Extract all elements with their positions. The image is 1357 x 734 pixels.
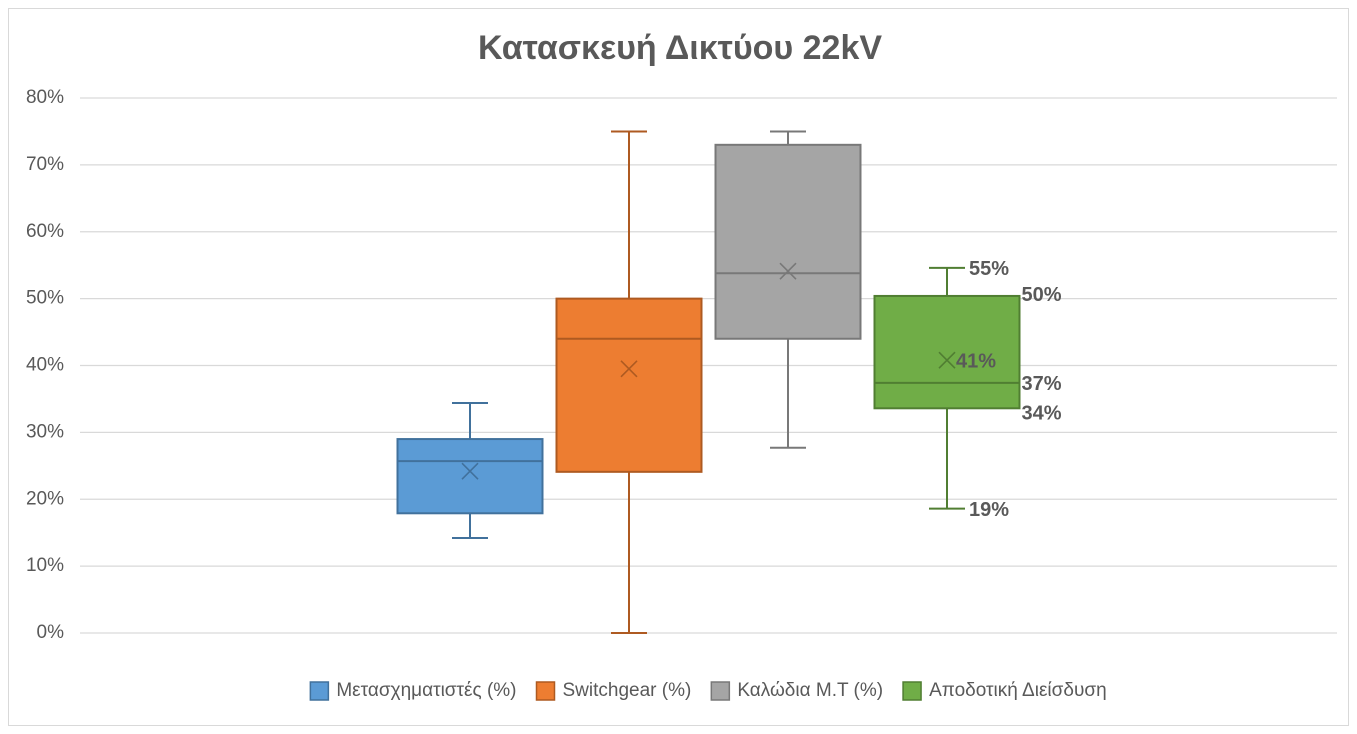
mean-marker xyxy=(938,351,956,369)
y-tick-label: 80% xyxy=(26,87,64,108)
y-tick-label: 70% xyxy=(26,154,64,175)
legend-swatch xyxy=(902,681,922,701)
data-label: 50% xyxy=(1022,284,1062,306)
legend-swatch xyxy=(309,681,330,701)
legend-swatch xyxy=(535,681,556,701)
chart-title: Κατασκευή Δικτύου 22kV xyxy=(478,29,882,67)
legend-label: Αποδοτική Διείσδυση xyxy=(929,680,1107,701)
box xyxy=(396,438,544,515)
data-label: 41% xyxy=(956,350,996,372)
legend-label: Switchgear (%) xyxy=(563,680,692,701)
y-tick-label: 60% xyxy=(26,221,64,242)
legend-label: Μετασχηματιστές (%) xyxy=(336,680,516,701)
y-tick-label: 0% xyxy=(37,622,65,643)
box xyxy=(714,143,862,340)
mean-marker xyxy=(620,360,638,378)
box xyxy=(555,297,703,473)
box xyxy=(873,294,1021,410)
mean-marker xyxy=(461,462,479,480)
y-tick-label: 10% xyxy=(26,555,64,576)
data-label: 55% xyxy=(969,258,1009,280)
y-tick-label: 40% xyxy=(26,355,64,376)
y-tick-label: 20% xyxy=(26,488,64,509)
data-label: 37% xyxy=(1022,373,1062,395)
data-label: 34% xyxy=(1022,403,1062,425)
y-tick-label: 30% xyxy=(26,421,64,442)
data-label: 19% xyxy=(969,499,1009,521)
legend-label: Καλώδια Μ.Τ (%) xyxy=(737,680,883,701)
mean-marker xyxy=(779,262,797,280)
y-tick-label: 50% xyxy=(26,288,64,309)
legend-swatch xyxy=(710,681,731,701)
